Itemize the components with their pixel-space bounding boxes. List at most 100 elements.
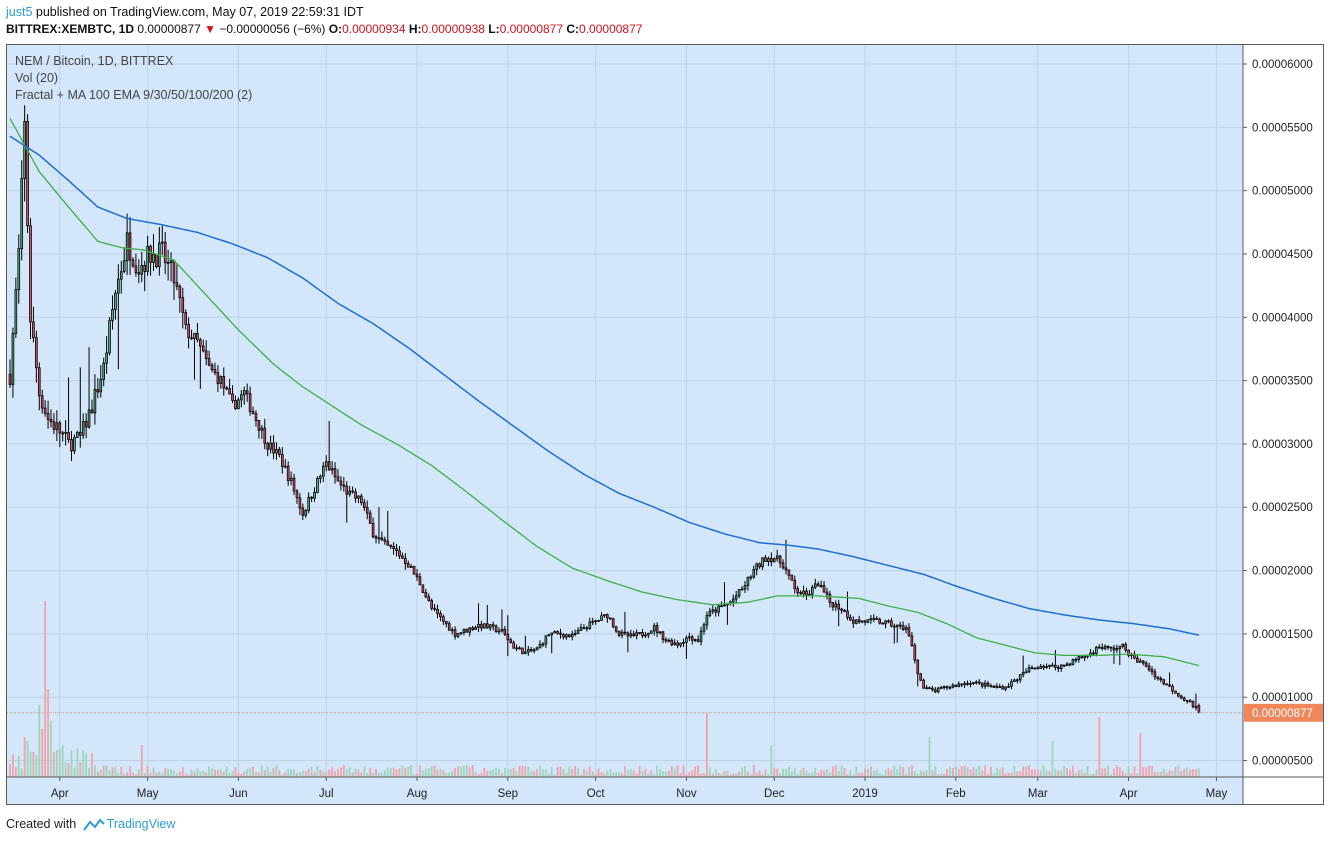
- legend-volume[interactable]: Vol (20): [15, 71, 59, 85]
- volume-bar: [770, 745, 773, 777]
- volume-bar: [744, 766, 746, 777]
- candle-body: [474, 627, 477, 630]
- candle: [231, 385, 234, 404]
- volume-bar: [1118, 767, 1121, 777]
- candle: [459, 632, 463, 636]
- volume-bar: [252, 766, 254, 777]
- candle: [796, 585, 800, 597]
- volume-bar: [691, 770, 694, 777]
- ma-green-line: [9, 118, 1200, 667]
- candle: [685, 635, 688, 659]
- volume-bar: [521, 765, 524, 777]
- candle-body: [219, 376, 223, 384]
- volume-bar: [55, 750, 58, 777]
- candle-body: [363, 502, 366, 508]
- volume-bar: [208, 766, 211, 777]
- candle-body: [336, 476, 340, 482]
- candle: [278, 446, 281, 458]
- candle-body: [743, 585, 747, 590]
- y-tick-label: 0.00004500: [1252, 249, 1313, 261]
- candle-body: [576, 630, 580, 634]
- candle: [281, 447, 284, 474]
- volume-bar: [600, 771, 603, 777]
- candle-body: [1136, 657, 1139, 663]
- volume-bar: [451, 770, 454, 777]
- candle-body: [20, 178, 24, 250]
- candle: [770, 552, 773, 567]
- candle-body: [11, 333, 15, 385]
- volume-bar: [972, 767, 975, 777]
- candle: [837, 599, 840, 627]
- volume-bar: [243, 771, 246, 777]
- candle: [632, 630, 636, 638]
- candle-body: [526, 649, 530, 653]
- volume-bar: [190, 769, 193, 777]
- volume-bar: [1019, 771, 1022, 777]
- volume-bar: [1066, 767, 1068, 777]
- candle-body: [404, 557, 407, 564]
- volume-bar: [301, 770, 304, 777]
- candle-body: [383, 539, 387, 542]
- candle: [307, 492, 310, 514]
- volume-bar: [855, 766, 858, 777]
- candle-body: [676, 642, 679, 646]
- y-tick-label: 0.00002000: [1252, 566, 1313, 578]
- candle: [951, 683, 955, 689]
- candle-body: [114, 292, 117, 311]
- candle: [761, 557, 764, 570]
- footer-brand-link[interactable]: TradingView: [106, 817, 176, 831]
- y-tick-label: 0.00001500: [1252, 629, 1313, 641]
- candle-body: [453, 629, 457, 637]
- symbol-label: BITTREX:XEMBTC, 1D: [6, 22, 135, 36]
- candle: [787, 569, 791, 580]
- candle-body: [462, 628, 466, 634]
- volume-bar: [574, 766, 577, 777]
- candle-body: [298, 497, 302, 509]
- legend-series[interactable]: NEM / Bitcoin, 1D, BITTREX: [15, 54, 174, 68]
- candle: [412, 565, 416, 575]
- candle-body: [963, 682, 966, 686]
- volume-bar: [609, 769, 612, 777]
- candle-body: [488, 624, 492, 629]
- candle: [866, 619, 870, 624]
- candle-body: [146, 245, 149, 272]
- candle: [831, 601, 835, 611]
- candle: [623, 611, 627, 636]
- candle: [73, 434, 76, 455]
- volume-bar: [846, 774, 849, 777]
- candle-body: [1121, 643, 1125, 647]
- candle-body: [717, 605, 720, 613]
- candle-body: [541, 643, 545, 646]
- candle-body: [90, 409, 94, 414]
- candle: [895, 624, 899, 643]
- candle-body: [734, 595, 738, 600]
- candle: [398, 546, 401, 559]
- candle: [263, 418, 267, 450]
- candle: [550, 632, 554, 654]
- legend-indicator[interactable]: Fractal + MA 100 EMA 9/30/50/100/200 (2): [15, 88, 253, 102]
- volume-bar: [1186, 767, 1189, 777]
- volume-bar: [951, 768, 954, 777]
- candle: [532, 647, 536, 654]
- candle-body: [626, 632, 630, 637]
- candle: [336, 469, 340, 482]
- candle-body: [58, 422, 62, 434]
- candle: [1150, 666, 1154, 676]
- candle: [731, 594, 735, 607]
- candle-body: [32, 321, 35, 339]
- candle-body: [292, 477, 296, 492]
- author-link[interactable]: just5: [6, 5, 33, 19]
- candle: [111, 295, 114, 330]
- candle-body: [638, 632, 641, 634]
- candle-body: [603, 614, 606, 617]
- candle-body: [1153, 671, 1157, 678]
- candle-body: [641, 632, 644, 637]
- candle: [433, 603, 436, 612]
- candle: [778, 554, 782, 568]
- candle-body: [1059, 664, 1063, 669]
- candle: [117, 264, 120, 370]
- candle-body: [620, 631, 624, 636]
- volume-bar: [963, 765, 966, 777]
- x-tick-label: Feb: [946, 788, 966, 800]
